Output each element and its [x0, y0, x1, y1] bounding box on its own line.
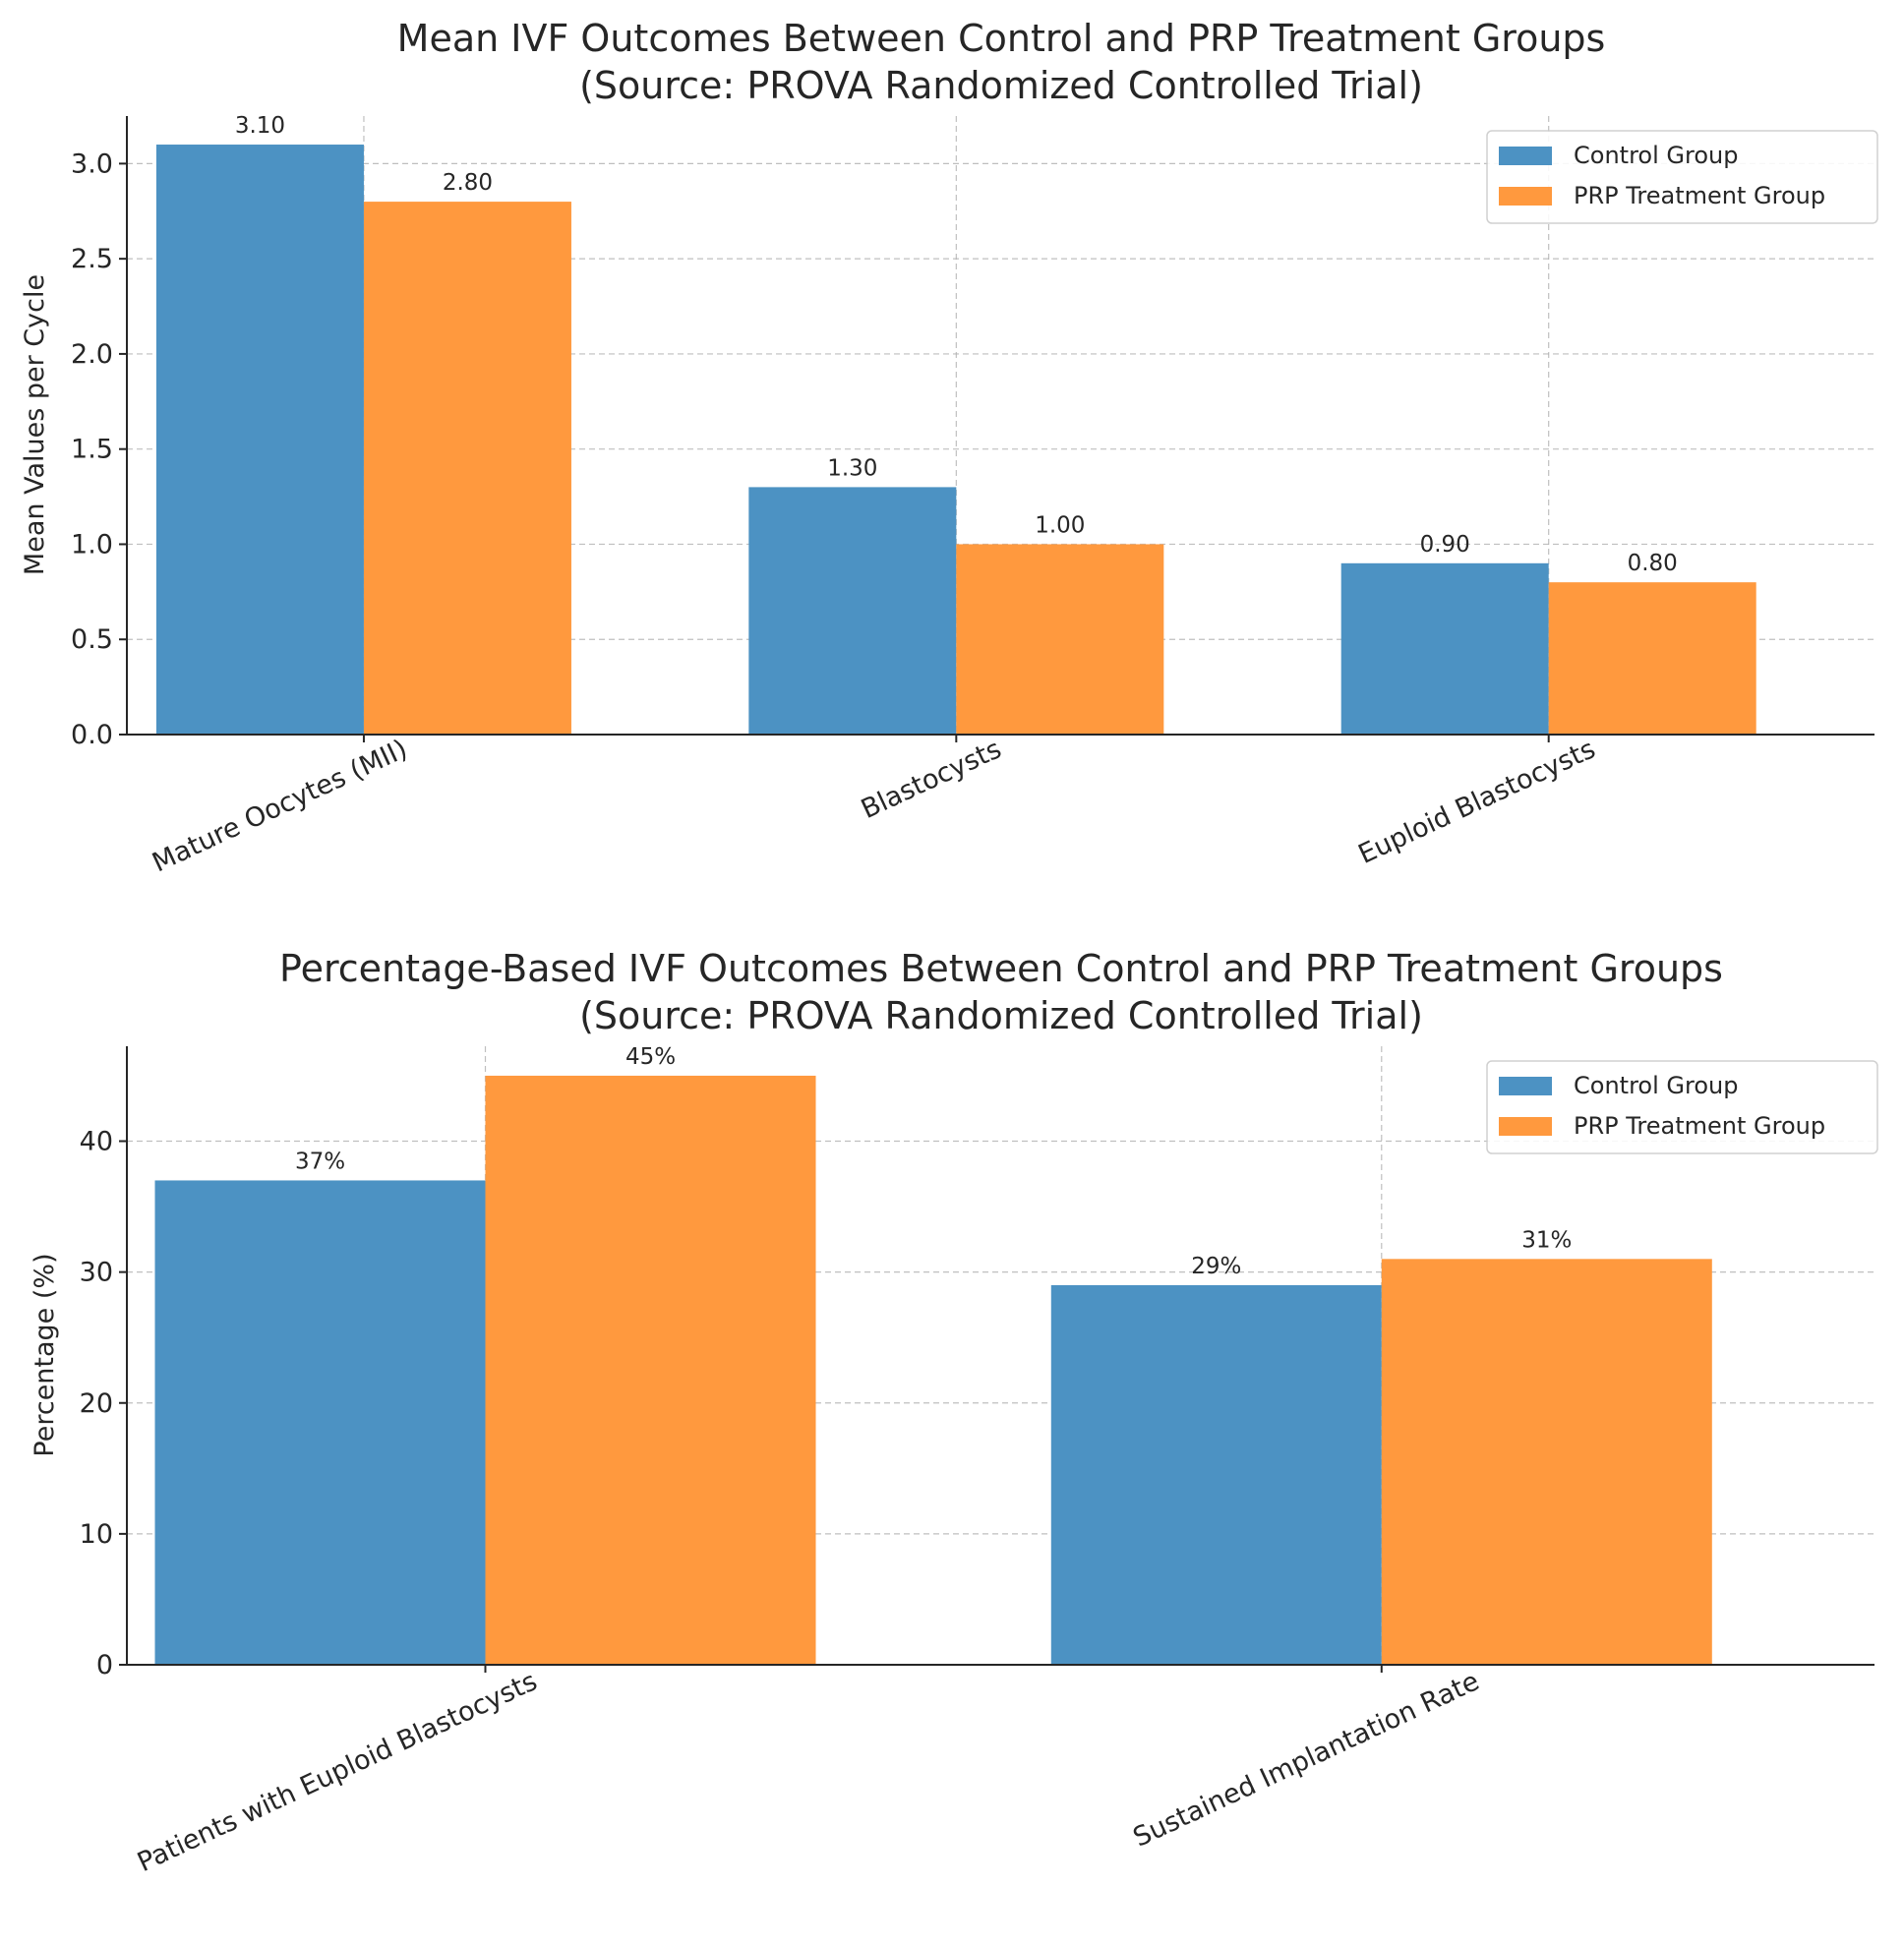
bar-value-label: 0.90 — [1420, 532, 1470, 558]
chart2-y-ticks: 0 10 20 30 40 — [80, 1127, 1383, 1681]
bar-prp — [956, 544, 1164, 735]
ytick-label: 40 — [80, 1127, 113, 1157]
chart1-xtick-label: Euploid Blastocysts — [1354, 734, 1600, 870]
chart-percentage-outcomes: Percentage-Based IVF Outcomes Between Co… — [30, 947, 1878, 1878]
bar-value-label: 1.00 — [1035, 512, 1085, 538]
ytick-label: 3.0 — [71, 148, 113, 179]
chart1-subtitle: (Source: PROVA Randomized Controlled Tri… — [579, 64, 1423, 107]
chart2-subtitle: (Source: PROVA Randomized Controlled Tri… — [579, 994, 1423, 1037]
bar-prp — [363, 202, 571, 736]
ytick-label: 10 — [80, 1519, 113, 1550]
legend-swatch-control — [1499, 147, 1552, 165]
legend-label-control: Control Group — [1574, 142, 1738, 169]
chart1-y-ticks: 0.0 0.5 1.0 1.5 2.0 2.5 3.0 — [71, 148, 1550, 750]
chart2-title: Percentage-Based IVF Outcomes Between Co… — [279, 947, 1723, 990]
ytick-label: 0.0 — [71, 720, 113, 750]
legend-swatch-prp — [1499, 187, 1552, 206]
chart1-bars — [155, 145, 1756, 736]
chart1-ylabel: Mean Values per Cycle — [20, 274, 50, 575]
bar-prp — [1548, 582, 1756, 735]
ytick-label: 30 — [80, 1258, 113, 1288]
bar-control — [155, 145, 364, 735]
legend-frame — [1486, 130, 1878, 224]
chart1-legend: Control Group PRP Treatment Group — [1486, 130, 1878, 224]
chart1-axes — [126, 116, 1874, 736]
ytick-label: 1.5 — [71, 435, 113, 465]
legend-label-prp: PRP Treatment Group — [1574, 1112, 1825, 1140]
chart2-xtick-label: Patients with Euploid Blastocysts — [133, 1666, 542, 1878]
bar-control — [748, 487, 957, 735]
legend-frame — [1486, 1060, 1878, 1154]
ytick-label: 20 — [80, 1388, 113, 1419]
ytick-label: 2.5 — [71, 244, 113, 274]
chart1-xtick-label: Mature Oocytes (MII) — [148, 734, 412, 878]
bar-value-label: 45% — [625, 1044, 676, 1070]
ytick-label: 1.0 — [71, 529, 113, 560]
bar-prp — [1381, 1259, 1712, 1665]
chart2-bar-labels: 37% 29% 45% 31% — [295, 1044, 1572, 1279]
bar-control — [1340, 562, 1549, 735]
chart2-axes — [126, 1046, 1874, 1666]
bar-value-label: 29% — [1191, 1254, 1241, 1279]
bar-control — [154, 1180, 486, 1665]
chart2-xtick-label: Sustained Implantation Rate — [1129, 1666, 1484, 1854]
chart1-bar-labels: 3.10 1.30 0.90 2.80 1.00 0.80 — [235, 113, 1678, 576]
chart2-ylabel: Percentage (%) — [30, 1253, 60, 1456]
chart1-xtick-label: Blastocysts — [857, 734, 1006, 825]
bar-value-label: 31% — [1521, 1227, 1572, 1253]
ytick-label: 2.0 — [71, 339, 113, 370]
chart2-xtick-labels: Patients with Euploid Blastocysts Sustai… — [133, 1666, 1484, 1878]
chart1-xtick-labels: Mature Oocytes (MII) Blastocysts Euploid… — [148, 734, 1600, 878]
bar-prp — [485, 1075, 816, 1665]
legend-label-prp: PRP Treatment Group — [1574, 182, 1825, 209]
bar-value-label: 0.80 — [1628, 551, 1678, 576]
chart1-title: Mean IVF Outcomes Between Control and PR… — [397, 17, 1606, 60]
chart2-bars — [154, 1075, 1712, 1665]
bar-value-label: 2.80 — [443, 170, 493, 196]
legend-label-control: Control Group — [1574, 1072, 1738, 1099]
bar-value-label: 37% — [295, 1149, 345, 1174]
chart-mean-outcomes: Mean IVF Outcomes Between Control and PR… — [20, 17, 1878, 879]
ytick-label: 0.5 — [71, 624, 113, 655]
ytick-label: 0 — [96, 1650, 113, 1681]
bar-value-label: 3.10 — [235, 113, 285, 139]
legend-swatch-control — [1499, 1077, 1552, 1095]
legend-swatch-prp — [1499, 1117, 1552, 1136]
chart2-legend: Control Group PRP Treatment Group — [1486, 1060, 1878, 1154]
bar-control — [1050, 1284, 1382, 1665]
bar-value-label: 1.30 — [827, 455, 877, 481]
